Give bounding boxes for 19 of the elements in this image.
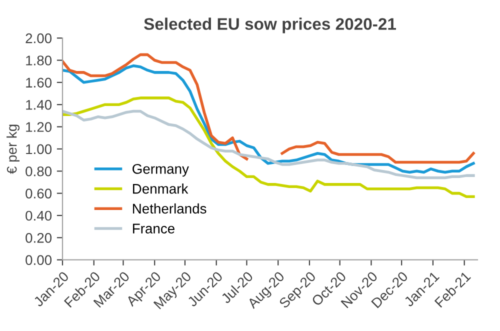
y-tick-label: 0.40	[26, 210, 52, 221]
y-tick-label: 0.20	[26, 232, 52, 243]
y-axis-title: € per kg	[6, 124, 20, 174]
y-tick-label: 2.00	[26, 33, 52, 44]
legend-label: Netherlands	[133, 203, 206, 214]
chart-title: Selected EU sow prices 2020-21	[144, 18, 396, 34]
y-tick-label: 1.80	[26, 56, 52, 66]
y-tick-label: 0.60	[26, 188, 52, 198]
y-tick-label: 0.80	[26, 166, 52, 176]
y-tick-label: 1.20	[26, 122, 52, 132]
y-tick-label: 0.00	[26, 255, 52, 266]
line-series	[62, 110, 475, 180]
y-tick-label: 1.60	[26, 78, 52, 88]
y-tick-label: 1.00	[26, 144, 52, 154]
y-tick-label: 1.40	[26, 100, 52, 110]
legend-label: Germany	[132, 164, 189, 177]
line-series	[62, 96, 475, 198]
legend-label: Denmark	[133, 184, 188, 194]
legend-label: France	[133, 224, 174, 234]
